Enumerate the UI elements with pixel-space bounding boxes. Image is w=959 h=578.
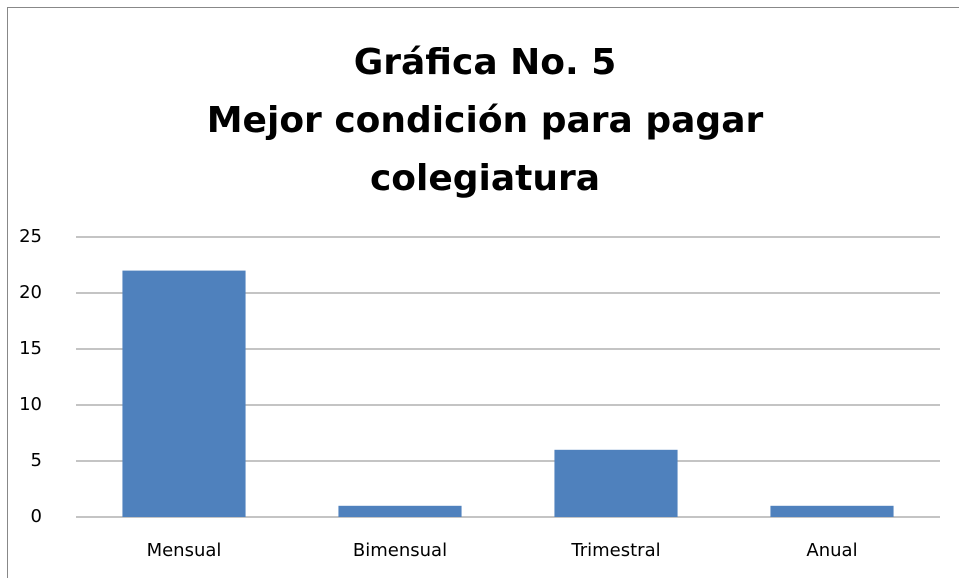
y-tick-label: 0 <box>31 506 42 527</box>
bar <box>554 449 678 517</box>
y-tick-label: 5 <box>31 450 42 471</box>
x-tick-label: Mensual <box>147 540 222 561</box>
bar <box>122 270 246 517</box>
x-tick-label: Anual <box>806 540 857 561</box>
bar <box>338 505 462 517</box>
y-tick-label: 25 <box>19 226 42 247</box>
x-tick-label: Trimestral <box>570 540 660 561</box>
chart-title: Mejor condición para pagar <box>207 100 764 141</box>
y-tick-label: 15 <box>19 338 42 359</box>
chart-title: colegiatura <box>370 158 600 199</box>
bar <box>770 505 894 517</box>
chart-title: Gráfica No. 5 <box>354 42 617 83</box>
y-tick-label: 20 <box>19 282 42 303</box>
y-tick-label: 10 <box>19 394 42 415</box>
x-tick-label: Bimensual <box>353 540 447 561</box>
